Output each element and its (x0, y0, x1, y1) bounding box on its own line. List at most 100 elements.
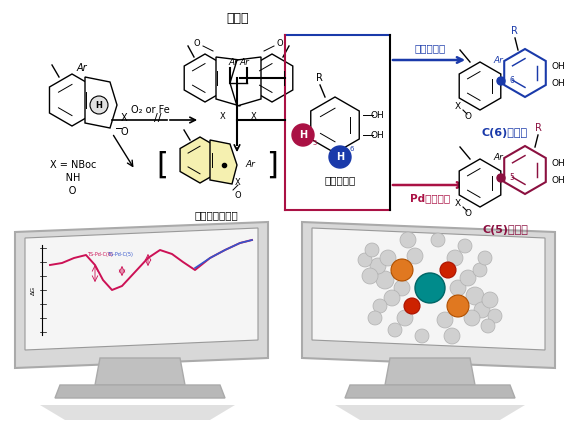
Circle shape (380, 250, 396, 266)
Circle shape (482, 292, 498, 308)
Circle shape (444, 328, 460, 344)
Text: Ar: Ar (239, 58, 249, 66)
Circle shape (474, 302, 490, 318)
Text: H: H (336, 152, 344, 162)
Polygon shape (230, 57, 261, 106)
Circle shape (365, 243, 379, 257)
Polygon shape (184, 54, 226, 102)
Circle shape (466, 287, 484, 305)
Text: Ar: Ar (493, 55, 503, 65)
Text: Ar: Ar (77, 63, 87, 73)
Circle shape (415, 273, 445, 303)
Circle shape (90, 96, 108, 114)
Circle shape (404, 298, 420, 314)
Text: X: X (251, 111, 257, 121)
Circle shape (450, 280, 466, 296)
Text: X: X (455, 102, 461, 110)
Text: O: O (120, 127, 128, 137)
Circle shape (407, 248, 423, 264)
Text: Ar: Ar (493, 153, 503, 161)
Text: O: O (235, 191, 241, 199)
Text: O: O (465, 209, 471, 217)
Text: TS-Pd-C(5): TS-Pd-C(5) (107, 252, 133, 257)
Circle shape (415, 329, 429, 343)
Circle shape (384, 290, 400, 306)
Text: R: R (535, 123, 542, 133)
Text: Ar: Ar (228, 58, 238, 66)
Polygon shape (251, 54, 293, 102)
Text: 二量体: 二量体 (227, 11, 249, 25)
Text: X: X (220, 111, 226, 121)
Circle shape (362, 268, 378, 284)
Text: NH: NH (50, 173, 80, 183)
Circle shape (368, 311, 382, 325)
Text: Pd錯体触媒: Pd錯体触媒 (410, 193, 450, 203)
Circle shape (394, 280, 410, 296)
Circle shape (376, 271, 394, 289)
Text: R: R (511, 26, 518, 36)
Polygon shape (312, 228, 545, 350)
Circle shape (458, 239, 472, 253)
Circle shape (478, 251, 492, 265)
Polygon shape (210, 140, 237, 184)
Text: X: X (121, 113, 127, 123)
Text: H: H (96, 100, 103, 110)
Text: OH: OH (551, 176, 565, 184)
Text: X = NBoc: X = NBoc (50, 160, 96, 170)
Circle shape (497, 174, 505, 182)
Text: O: O (465, 111, 471, 121)
Polygon shape (311, 97, 359, 153)
Circle shape (437, 312, 453, 328)
Text: TS-Pd-C(6): TS-Pd-C(6) (87, 252, 113, 257)
Text: OH: OH (551, 78, 565, 88)
Circle shape (397, 310, 413, 326)
Text: //: // (154, 113, 162, 123)
Circle shape (373, 299, 387, 313)
Circle shape (473, 263, 487, 277)
Polygon shape (50, 74, 95, 126)
Text: O: O (276, 39, 283, 48)
Polygon shape (40, 405, 235, 420)
Text: X: X (455, 198, 461, 208)
Circle shape (431, 233, 445, 247)
Text: R: R (316, 73, 323, 83)
Polygon shape (345, 385, 515, 398)
Text: C(5)生成物: C(5)生成物 (482, 225, 528, 235)
Text: カテコール: カテコール (324, 175, 356, 185)
Polygon shape (25, 228, 258, 350)
Polygon shape (504, 49, 546, 97)
Polygon shape (459, 159, 501, 207)
Text: 5: 5 (510, 172, 515, 181)
Circle shape (488, 309, 502, 323)
Circle shape (464, 310, 480, 326)
Circle shape (497, 77, 505, 85)
Text: ΔG: ΔG (31, 286, 35, 294)
Text: 持続性ラジカル: 持続性ラジカル (194, 210, 238, 220)
Text: C(6)生成物: C(6)生成物 (482, 128, 528, 138)
Polygon shape (95, 358, 185, 385)
Text: O: O (194, 39, 200, 48)
Text: X: X (235, 177, 241, 187)
Circle shape (329, 146, 351, 168)
Circle shape (440, 262, 456, 278)
Circle shape (447, 295, 469, 317)
Text: ]: ] (266, 150, 278, 180)
Polygon shape (216, 57, 247, 106)
Circle shape (388, 323, 402, 337)
Circle shape (447, 250, 463, 266)
Text: OH: OH (370, 131, 384, 139)
Circle shape (400, 232, 416, 248)
Text: 6: 6 (510, 76, 515, 84)
Text: 5: 5 (313, 140, 317, 146)
Text: Ar: Ar (245, 160, 255, 169)
Polygon shape (302, 222, 555, 368)
Circle shape (391, 259, 413, 281)
Text: O: O (50, 186, 76, 196)
Circle shape (370, 258, 386, 274)
Text: 触媒フリー: 触媒フリー (414, 43, 446, 53)
Polygon shape (55, 385, 225, 398)
Text: [: [ (156, 150, 168, 180)
Circle shape (481, 319, 495, 333)
Polygon shape (385, 358, 475, 385)
Text: H: H (299, 130, 307, 140)
